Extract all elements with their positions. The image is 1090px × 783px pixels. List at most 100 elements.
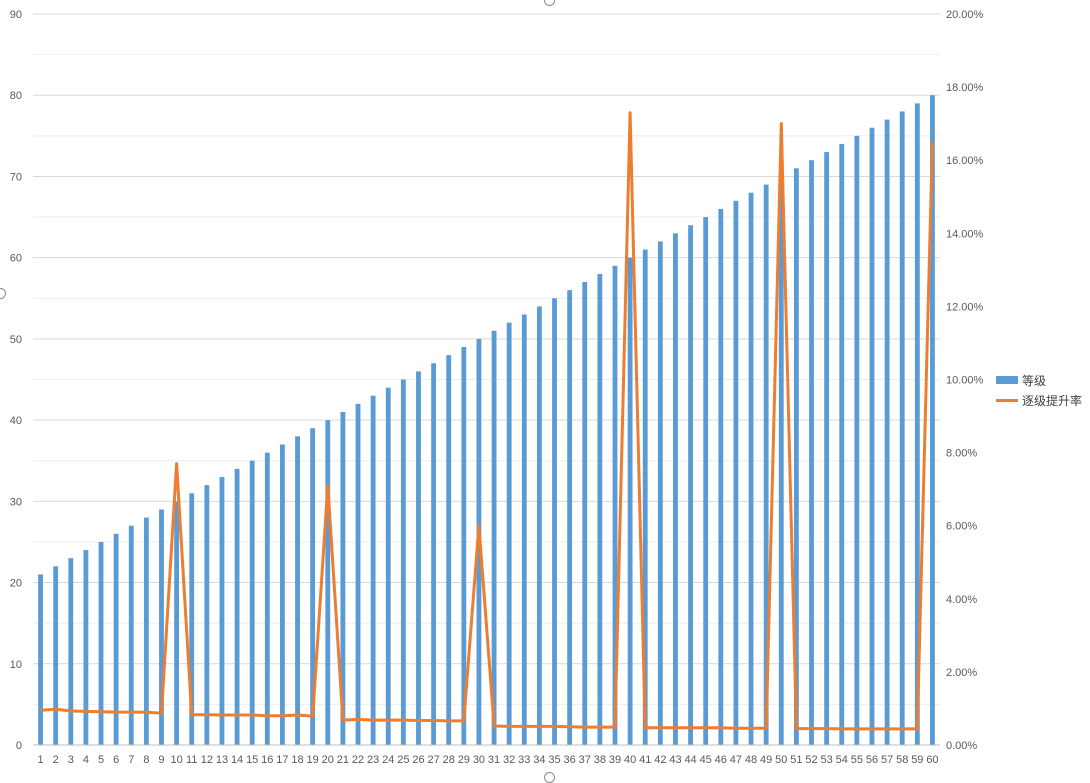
x-tick-label: 21 [337,754,349,766]
bar [340,411,346,745]
x-tick-label: 7 [128,754,134,766]
bar [899,111,905,745]
legend-item-rate: 逐级提升率 [996,390,1082,410]
right-tick-label: 14.00% [946,228,984,240]
x-tick-label: 37 [579,754,591,766]
left-tick-label: 0 [16,740,22,752]
bar [461,347,467,745]
bar [778,176,784,745]
x-tick-label: 28 [443,754,455,766]
x-tick-label: 44 [684,754,696,766]
bar [854,135,860,746]
right-tick-label: 18.00% [946,82,984,94]
right-tick-label: 8.00% [946,448,977,460]
x-tick-label: 1 [37,754,43,766]
x-tick-label: 41 [639,754,651,766]
x-tick-label: 47 [730,754,742,766]
left-tick-label: 40 [10,415,22,427]
x-tick-label: 10 [170,754,182,766]
bar [204,485,210,745]
left-tick-label: 30 [10,496,22,508]
bar [733,200,739,746]
bar [748,192,754,745]
x-tick-label: 19 [307,754,319,766]
x-tick-label: 11 [186,754,197,766]
bar [521,314,527,745]
bar [310,428,316,745]
x-tick-label: 15 [246,754,258,766]
right-tick-label: 20.00% [946,9,984,21]
bar [219,476,225,745]
right-tick-label: 2.00% [946,667,977,679]
bar [234,468,240,745]
x-tick-label: 12 [201,754,213,766]
x-tick-label: 48 [745,754,757,766]
bar [763,184,769,746]
bar [325,420,331,745]
bar [930,95,935,745]
bar [113,533,119,745]
x-tick-label: 17 [276,754,288,766]
x-tick-label: 22 [352,754,364,766]
x-tick-label: 25 [397,754,409,766]
bar [264,452,270,745]
bar [597,273,603,745]
x-tick-label: 45 [700,754,712,766]
bar [582,282,588,745]
bar [400,379,406,745]
chart-legend: 等级 逐级提升率 [996,370,1082,410]
bar [673,233,678,746]
legend-item-level: 等级 [996,370,1082,390]
x-tick-label: 5 [98,754,104,766]
x-tick-label: 24 [382,754,394,766]
x-tick-label: 57 [881,754,893,766]
bar [824,152,830,746]
bar [38,574,43,745]
left-tick-label: 70 [10,171,22,183]
bar [627,257,633,745]
x-tick-label: 26 [412,754,424,766]
bar [174,501,180,745]
x-tick-label: 3 [68,754,74,766]
x-tick-label: 50 [775,754,787,766]
x-tick-label: 40 [624,754,636,766]
x-tick-label: 6 [113,754,119,766]
x-tick-label: 34 [533,754,545,766]
bar [536,306,542,745]
bar [98,541,104,745]
x-tick-label: 27 [427,754,439,766]
bar [385,387,391,745]
x-tick-label: 16 [261,754,273,766]
legend-swatch-level [996,376,1018,384]
bar [249,460,255,745]
x-tick-label: 49 [760,754,772,766]
bar [446,355,452,745]
bar [491,330,497,745]
right-tick-label: 6.00% [946,521,977,533]
bar [53,566,59,745]
bar [128,525,134,745]
right-tick-label: 16.00% [946,155,984,167]
x-tick-label: 52 [805,754,817,766]
bar [68,558,74,745]
bar [718,208,724,745]
bar [416,371,421,745]
x-tick-label: 2 [53,754,59,766]
left-tick-label: 90 [10,9,22,21]
bar [295,436,300,745]
left-axis: 0 10 20 30 40 50 60 70 80 90 [10,9,22,752]
x-tick-label: 35 [548,754,560,766]
x-tick-label: 31 [488,754,500,766]
x-tick-label: 23 [367,754,379,766]
bar [431,363,437,745]
x-tick-label: 58 [896,754,908,766]
bar [370,395,376,745]
bar [612,265,618,745]
x-tick-label: 14 [231,754,243,766]
x-tick-label: 36 [564,754,576,766]
x-tick-label: 29 [458,754,470,766]
x-tick-label: 33 [518,754,530,766]
x-tick-label: 43 [669,754,681,766]
left-tick-label: 60 [10,253,22,265]
